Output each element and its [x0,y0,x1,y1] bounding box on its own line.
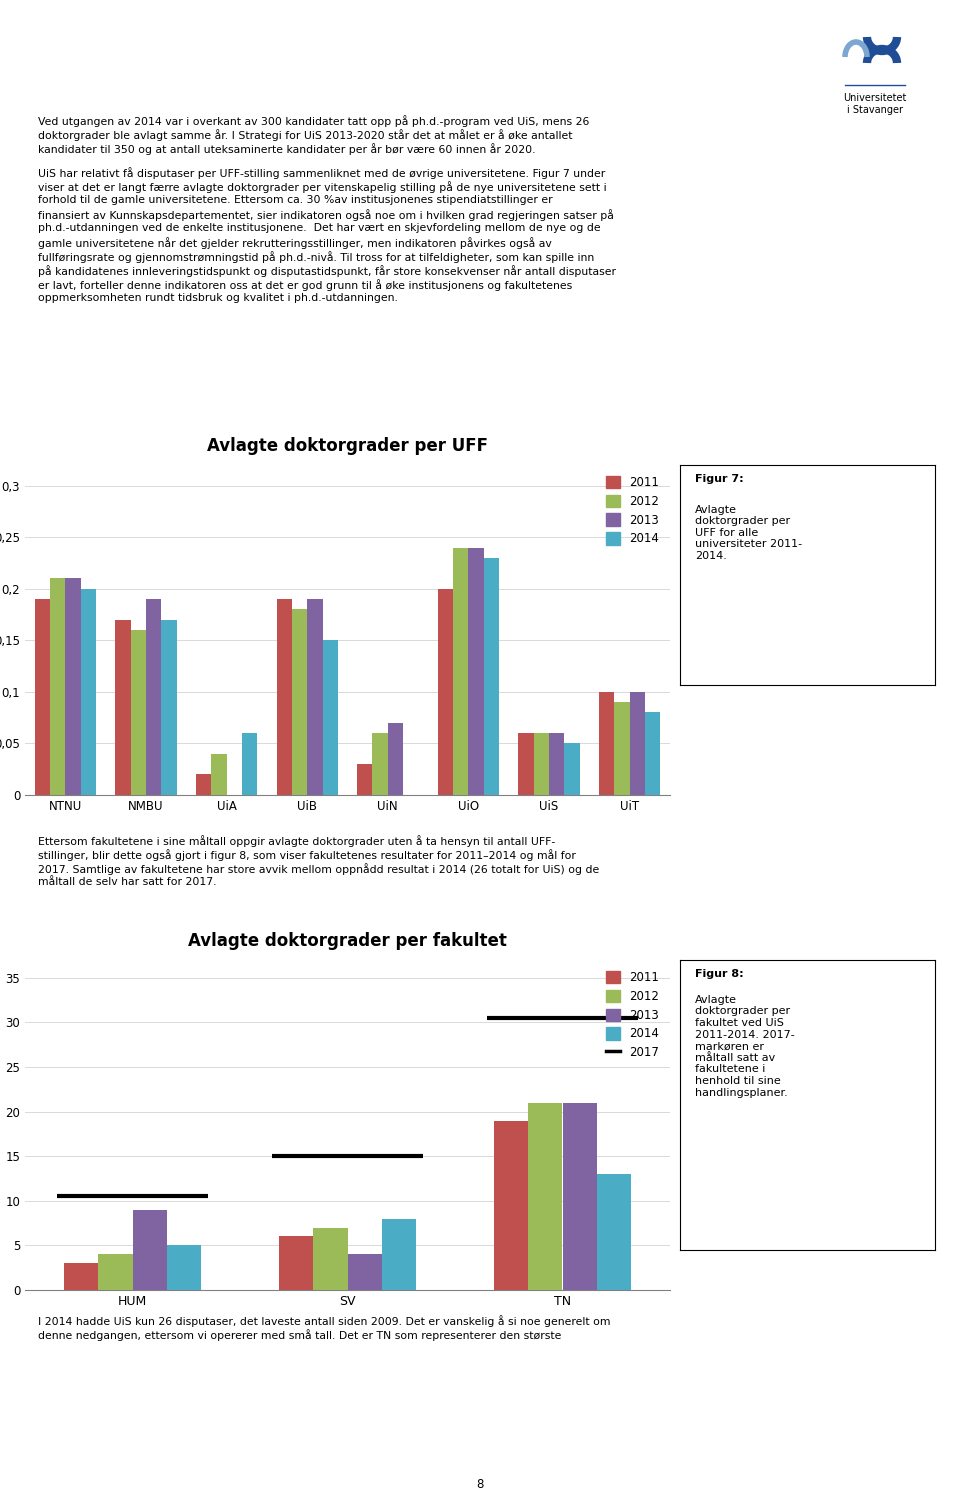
Bar [313,1228,348,1290]
Bar [518,733,534,794]
Text: Avlagte
doktorgrader per
UFF for alle
universiteter 2011-
2014.: Avlagte doktorgrader per UFF for alle un… [695,504,803,561]
2017 [202,1188,213,1206]
Text: fullføringsrate og gjennomstrømningstid på ph.d.-nivå. Til tross for at tilfeldi: fullføringsrate og gjennomstrømningstid … [38,251,594,263]
Bar [211,754,227,794]
Text: Ved utgangen av 2014 var i overkant av 300 kandidater tatt opp på ph.d.-program : Ved utgangen av 2014 var i overkant av 3… [38,115,589,127]
Bar [161,619,177,794]
Text: viser at det er langt færre avlagte doktorgrader per vitenskapelig stilling på d: viser at det er langt færre avlagte dokt… [38,181,607,193]
Bar [468,548,484,794]
Bar [242,733,257,794]
Bar [348,1254,382,1290]
Text: Avlagte
doktorgrader per
fakultet ved UiS
2011-2014. 2017-
markøren er
måltall s: Avlagte doktorgrader per fakultet ved Ui… [695,995,795,1098]
Bar [307,598,323,794]
Text: måltall de selv har satt for 2017.: måltall de selv har satt for 2017. [38,877,217,887]
Text: ph.d.-utdanningen ved de enkelte institusjonene.  Det har vært en skjevfordeling: ph.d.-utdanningen ved de enkelte institu… [38,223,601,233]
Bar [645,712,660,794]
Title: Avlagte doktorgrader per UFF: Avlagte doktorgrader per UFF [207,437,488,455]
Bar [528,1103,563,1290]
Bar [549,733,564,794]
Bar [146,598,161,794]
2017 [52,1188,63,1206]
Bar [438,589,453,794]
Title: Avlagte doktorgrader per fakultet: Avlagte doktorgrader per fakultet [188,932,507,950]
Bar [63,1263,98,1290]
Bar [564,744,580,794]
Bar [65,579,81,794]
Text: på kandidatenes innleveringstidspunkt og disputastidspunkt, får store konsekvens: på kandidatenes innleveringstidspunkt og… [38,265,616,277]
Bar [276,598,292,794]
Bar [372,733,388,794]
Text: 2017. Samtlige av fakultetene har store avvik mellom oppnådd resultat i 2014 (26: 2017. Samtlige av fakultetene har store … [38,863,599,875]
Text: er lavt, forteller denne indikatoren oss at det er god grunn til å øke institusj: er lavt, forteller denne indikatoren oss… [38,278,572,290]
Text: I 2014 hadde UiS kun 26 disputaser, det laveste antall siden 2009. Det er vanske: I 2014 hadde UiS kun 26 disputaser, det … [38,1315,611,1327]
Bar [278,1237,313,1290]
Text: Ettersom fakultetene i sine måltall oppgir avlagte doktorgrader uten å ta hensyn: Ettersom fakultetene i sine måltall oppg… [38,835,555,847]
Bar [630,691,645,794]
Bar [563,1103,597,1290]
Bar [323,640,338,794]
Text: Figur 8:: Figur 8: [695,969,744,978]
Bar [597,1174,632,1290]
Text: gamle universitetene når det gjelder rekrutteringsstillinger, men indikatoren på: gamle universitetene når det gjelder rek… [38,236,552,248]
Legend: 2011, 2012, 2013, 2014, 2017: 2011, 2012, 2013, 2014, 2017 [601,966,664,1064]
Text: 8: 8 [476,1478,484,1492]
Legend: 2011, 2012, 2013, 2014: 2011, 2012, 2013, 2014 [601,471,664,551]
Bar [292,609,307,794]
Text: denne nedgangen, ettersom vi opererer med små tall. Det er TN som representerer : denne nedgangen, ettersom vi opererer me… [38,1328,562,1340]
Bar [599,691,614,794]
Bar [50,579,65,794]
Bar [167,1245,202,1290]
Bar [81,589,96,794]
Bar [614,702,630,794]
Text: doktorgrader ble avlagt samme år. I Strategi for UiS 2013-2020 står det at målet: doktorgrader ble avlagt samme år. I Stra… [38,129,572,141]
Text: stillinger, blir dette også gjort i figur 8, som viser fakultetenes resultater f: stillinger, blir dette også gjort i figu… [38,850,576,860]
Text: finansiert av Kunnskapsdepartementet, sier indikatoren også noe om i hvilken gra: finansiert av Kunnskapsdepartementet, si… [38,209,613,221]
Bar [196,775,211,794]
Bar [534,733,549,794]
Bar [493,1121,528,1290]
Bar [388,723,403,794]
Text: forhold til de gamle universitetene. Ettersom ca. 30 %av institusjonenes stipend: forhold til de gamle universitetene. Ett… [38,194,553,205]
Text: oppmerksomheten rundt tidsbruk og kvalitet i ph.d.-utdanningen.: oppmerksomheten rundt tidsbruk og kvalit… [38,293,397,304]
Bar [453,548,468,794]
Bar [132,1210,167,1290]
Text: Universitetet: Universitetet [843,93,906,103]
Bar [131,630,146,794]
Bar [35,598,50,794]
Text: kandidater til 350 og at antall uteksaminerte kandidater per år bør være 60 inne: kandidater til 350 og at antall uteksami… [38,144,536,156]
Text: UiS har relativt få disputaser per UFF-stilling sammenliknet med de øvrige unive: UiS har relativt få disputaser per UFF-s… [38,168,605,180]
Text: Figur 7:: Figur 7: [695,474,744,483]
Bar [98,1254,132,1290]
Bar [357,764,372,794]
Text: i Stavanger: i Stavanger [847,105,903,115]
Bar [382,1219,417,1290]
Bar [115,619,131,794]
Bar [484,558,499,794]
